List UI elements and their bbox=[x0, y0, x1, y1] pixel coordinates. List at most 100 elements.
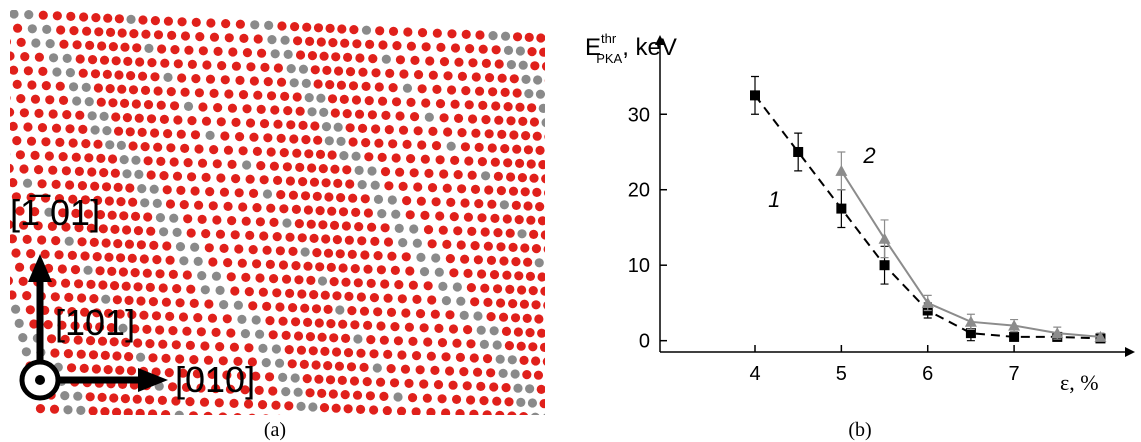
atom bbox=[137, 184, 146, 193]
atom bbox=[371, 181, 380, 190]
atom bbox=[144, 44, 153, 53]
atom bbox=[424, 169, 433, 178]
atom bbox=[315, 206, 324, 215]
atom bbox=[587, 387, 596, 396]
atom bbox=[592, 289, 601, 298]
atom bbox=[41, 250, 50, 259]
direction-label: [010] bbox=[175, 359, 255, 400]
atom bbox=[383, 294, 392, 303]
atom bbox=[538, 216, 547, 225]
atom bbox=[297, 289, 306, 298]
atom bbox=[373, 251, 382, 260]
atom bbox=[445, 423, 454, 432]
atom bbox=[331, 108, 340, 117]
atom bbox=[502, 271, 511, 280]
atom bbox=[319, 52, 328, 61]
atom bbox=[182, 327, 191, 336]
atom bbox=[527, 103, 536, 112]
atom bbox=[149, 241, 158, 250]
atom bbox=[242, 217, 251, 226]
atom bbox=[258, 400, 267, 409]
atom bbox=[589, 219, 598, 228]
atom bbox=[415, 421, 424, 430]
atom bbox=[87, 167, 96, 176]
atom bbox=[574, 387, 583, 396]
atom bbox=[351, 208, 360, 217]
atom bbox=[620, 290, 629, 299]
atom bbox=[467, 283, 476, 292]
atom bbox=[466, 395, 475, 404]
atom bbox=[320, 403, 329, 412]
atom bbox=[158, 340, 167, 349]
atom bbox=[556, 133, 565, 142]
atom bbox=[554, 414, 563, 423]
atom bbox=[299, 416, 308, 425]
atom bbox=[253, 147, 262, 156]
atom bbox=[280, 148, 289, 157]
atom bbox=[369, 405, 378, 414]
atom bbox=[52, 124, 61, 133]
atom bbox=[366, 391, 375, 400]
atom bbox=[317, 37, 326, 46]
atom bbox=[551, 48, 560, 57]
atom bbox=[280, 36, 289, 45]
atom bbox=[23, 122, 32, 131]
atom bbox=[381, 167, 390, 176]
atom bbox=[165, 256, 174, 265]
atom bbox=[255, 386, 264, 395]
atom bbox=[133, 282, 142, 291]
atom bbox=[183, 214, 192, 223]
atom bbox=[134, 226, 143, 235]
atom bbox=[276, 246, 285, 255]
atom bbox=[503, 102, 512, 111]
atom bbox=[162, 298, 171, 307]
atom bbox=[463, 269, 472, 278]
atom bbox=[252, 315, 261, 324]
atom bbox=[344, 348, 353, 357]
atom bbox=[100, 407, 109, 416]
atom bbox=[184, 102, 193, 111]
atom bbox=[326, 319, 335, 328]
atom bbox=[315, 318, 324, 327]
atom bbox=[252, 203, 261, 212]
atom bbox=[585, 261, 594, 270]
atom bbox=[170, 45, 179, 54]
atom bbox=[419, 436, 428, 442]
atom bbox=[288, 359, 297, 368]
atom bbox=[338, 376, 347, 385]
atom bbox=[494, 116, 503, 125]
atom bbox=[522, 370, 531, 379]
atom bbox=[548, 90, 557, 99]
atom bbox=[119, 267, 128, 276]
atom bbox=[84, 153, 93, 162]
atom bbox=[294, 388, 303, 397]
atom bbox=[474, 199, 483, 208]
atom bbox=[420, 267, 429, 276]
atom bbox=[313, 192, 322, 201]
atom bbox=[56, 25, 65, 34]
atom bbox=[335, 305, 344, 314]
atom bbox=[391, 210, 400, 219]
atom bbox=[350, 376, 359, 385]
atom bbox=[326, 24, 335, 33]
atom bbox=[226, 328, 235, 337]
atom bbox=[199, 46, 208, 55]
atom bbox=[239, 90, 248, 99]
atom bbox=[588, 331, 597, 340]
atom bbox=[457, 184, 466, 193]
atom bbox=[111, 169, 120, 178]
atom bbox=[0, 121, 3, 130]
atom bbox=[478, 157, 487, 166]
atom bbox=[37, 235, 46, 244]
atom bbox=[197, 327, 206, 336]
atom bbox=[78, 125, 87, 134]
atom bbox=[349, 433, 358, 442]
atom bbox=[612, 374, 621, 383]
atom bbox=[155, 325, 164, 334]
atom bbox=[49, 109, 58, 118]
atom bbox=[484, 185, 493, 194]
atom bbox=[346, 418, 355, 427]
atom bbox=[106, 28, 115, 37]
atom bbox=[336, 193, 345, 202]
atom bbox=[363, 265, 372, 274]
